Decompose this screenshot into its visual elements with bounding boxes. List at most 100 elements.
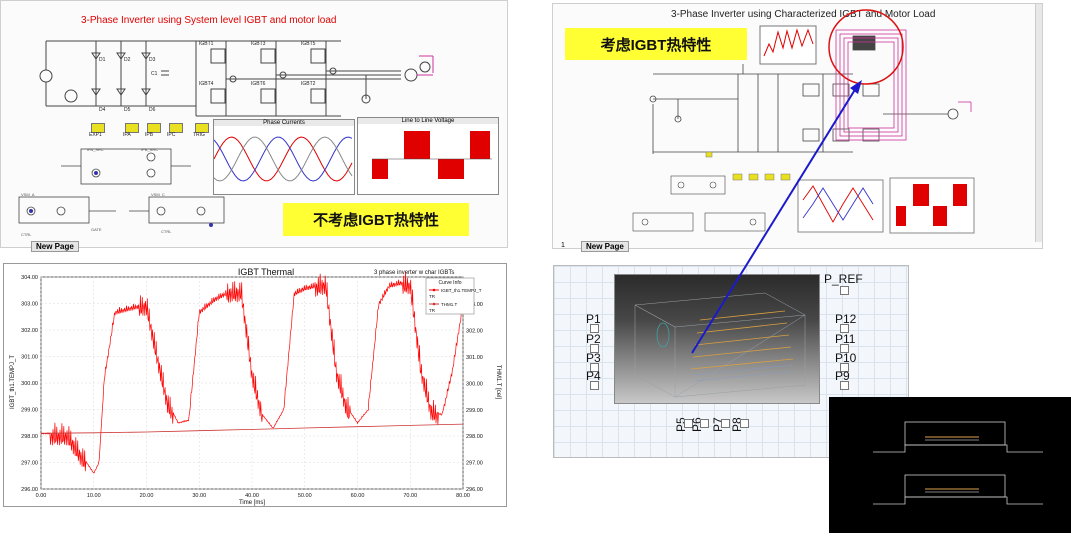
vertical-scrollbar[interactable] <box>1035 4 1042 242</box>
legend-title: Curve Info <box>438 280 461 286</box>
port-connector[interactable] <box>840 286 849 295</box>
y-tick-label-right: 297.00 <box>466 461 483 467</box>
svg-text:D2: D2 <box>124 57 131 63</box>
y-tick-label-left: 300.00 <box>21 381 38 387</box>
tab-new-page-right[interactable]: New Page <box>581 241 629 252</box>
plot-axes: 0.00 10.00 20.00 30.00 40.00 50.00 60.00 70.00 8… <box>21 275 483 499</box>
svg-text:GATE: GATE <box>91 227 102 232</box>
y-tick-label-left: 299.00 <box>21 408 38 414</box>
phase-currents-title: Phase Currents <box>214 120 354 126</box>
svg-text:IPA_SRC: IPA_SRC <box>87 147 104 152</box>
control-button-ipa[interactable] <box>125 123 139 133</box>
y-tick-label-left: 296.00 <box>21 487 38 493</box>
port-label-p1: P1 <box>586 312 601 326</box>
port-label-p9: P9 <box>835 369 850 383</box>
control-button-label: IPC <box>167 132 176 138</box>
control-button-ipc[interactable] <box>169 123 183 133</box>
chart-title: IGBT Thermal <box>238 267 294 277</box>
y-tick-label-left: 298.00 <box>21 434 38 440</box>
svg-text:VSM_C: VSM_C <box>151 192 165 197</box>
port-connector[interactable] <box>740 419 749 428</box>
series-thm1-temp <box>40 423 464 434</box>
port-label-p_ref: P_REF <box>824 272 863 286</box>
schematic-wiring: D1 D2 D3 D4 D5 D6 C1 IGBT1 IGBT3 IGBT5 IGBT4 IG… <box>18 40 434 237</box>
port-connector[interactable] <box>590 363 599 372</box>
x-tick-label: 30.00 <box>192 493 206 499</box>
phase-wave-2 <box>214 136 353 182</box>
port-connector[interactable] <box>590 381 599 390</box>
phase-currents-waves <box>214 136 353 182</box>
phase-currents-plot: Phase Currents <box>213 119 355 195</box>
x-tick-label: 80.00 <box>456 493 470 499</box>
svg-text:IGBT1: IGBT1 <box>199 41 214 47</box>
igbt-thermal-chart: IGBT Thermal 3 phase inverter w char IGB… <box>10 267 501 506</box>
legend-item-2-sub: TR <box>429 308 436 313</box>
port-label-p2: P2 <box>586 332 601 346</box>
svg-text:CTRL: CTRL <box>161 229 172 234</box>
x-axis-label: Time [ms] <box>239 500 265 506</box>
svg-text:IGBT3: IGBT3 <box>251 41 266 47</box>
port-connector[interactable] <box>590 324 599 333</box>
legend-item-1-sub: TR <box>429 294 436 299</box>
x-tick-label: 60.00 <box>351 493 365 499</box>
tab-new-page[interactable]: New Page <box>31 241 79 252</box>
line-voltage-title: Line to Line Voltage <box>358 118 498 124</box>
svg-text:C1: C1 <box>151 71 158 77</box>
control-button-label: EXP1 <box>89 132 102 138</box>
svg-text:D3: D3 <box>149 57 156 63</box>
x-tick-label: 0.00 <box>36 493 47 499</box>
cross-section-view <box>829 397 1071 533</box>
y-tick-label-left: 303.00 <box>21 302 38 308</box>
svg-text:CTRL: CTRL <box>21 232 32 237</box>
port-connector[interactable] <box>840 363 849 372</box>
port-label-p10: P10 <box>835 351 857 365</box>
model-3d-render <box>614 274 820 404</box>
y-tick-label-left: 297.00 <box>21 461 38 467</box>
svg-text:D5: D5 <box>124 107 131 113</box>
y-tick-label-right: 298.00 <box>466 434 483 440</box>
igbt-thermal-window: IGBT Thermal 3 phase inverter w char IGB… <box>3 263 507 507</box>
svg-text:D4: D4 <box>99 107 106 113</box>
port-connector[interactable] <box>590 344 599 353</box>
svg-text:IGBT6: IGBT6 <box>251 81 266 87</box>
page-number: 1 <box>561 242 565 249</box>
cross-section-drawing <box>873 421 1043 505</box>
legend: Curve Info IGBT_th1.TEMPJ_T TR THM1.T TR <box>425 277 482 315</box>
svg-text:IGBT5: IGBT5 <box>301 41 316 47</box>
port-connector[interactable] <box>684 419 693 428</box>
schematic-title: 3-Phase Inverter using System level IGBT… <box>81 15 337 26</box>
x-tick-label: 70.00 <box>403 493 417 499</box>
port-connector[interactable] <box>721 419 730 428</box>
y-tick-label-left: 302.00 <box>21 328 38 334</box>
control-button-ipb[interactable] <box>147 123 161 133</box>
port-connector[interactable] <box>700 419 709 428</box>
plot-grid <box>40 276 464 490</box>
control-button-label: IPB <box>145 132 154 138</box>
y-tick-label-right: 299.00 <box>466 408 483 414</box>
y-tick-label-right: 301.00 <box>466 355 483 361</box>
schematic-wiring-right <box>632 9 975 234</box>
port-connector[interactable] <box>840 381 849 390</box>
series-igbt-junction-temp <box>40 271 463 474</box>
svg-text:IGBT4: IGBT4 <box>199 81 214 87</box>
control-button-exp1[interactable] <box>91 123 105 133</box>
control-button-label: TRIG <box>193 132 205 138</box>
line-voltage-pwm <box>372 131 492 179</box>
schematic-panel-left: 3-Phase Inverter using System level IGBT… <box>0 0 508 252</box>
control-button-label: IPA <box>123 132 131 138</box>
control-button-trig[interactable] <box>195 123 209 133</box>
x-tick-label: 20.00 <box>140 493 154 499</box>
phase-wave-0 <box>214 136 353 182</box>
legend-item-1: IGBT_th1.TEMPJ_T <box>441 288 482 293</box>
line-voltage-plot: Line to Line Voltage <box>357 117 499 195</box>
schematic-title-right: 3-Phase Inverter using Characterized IGB… <box>671 9 936 20</box>
port-label-p4: P4 <box>586 369 601 383</box>
y-tick-label-right: 302.00 <box>466 329 483 335</box>
x-tick-label: 50.00 <box>298 493 312 499</box>
schematic-panel-right: 3-Phase Inverter using Characterized IGB… <box>552 3 1043 252</box>
port-label-p3: P3 <box>586 351 601 365</box>
x-tick-label: 10.00 <box>87 493 101 499</box>
y-tick-label-right: 300.00 <box>466 381 483 387</box>
y-tick-label-left: 301.00 <box>21 355 38 361</box>
plot-series <box>40 271 464 474</box>
